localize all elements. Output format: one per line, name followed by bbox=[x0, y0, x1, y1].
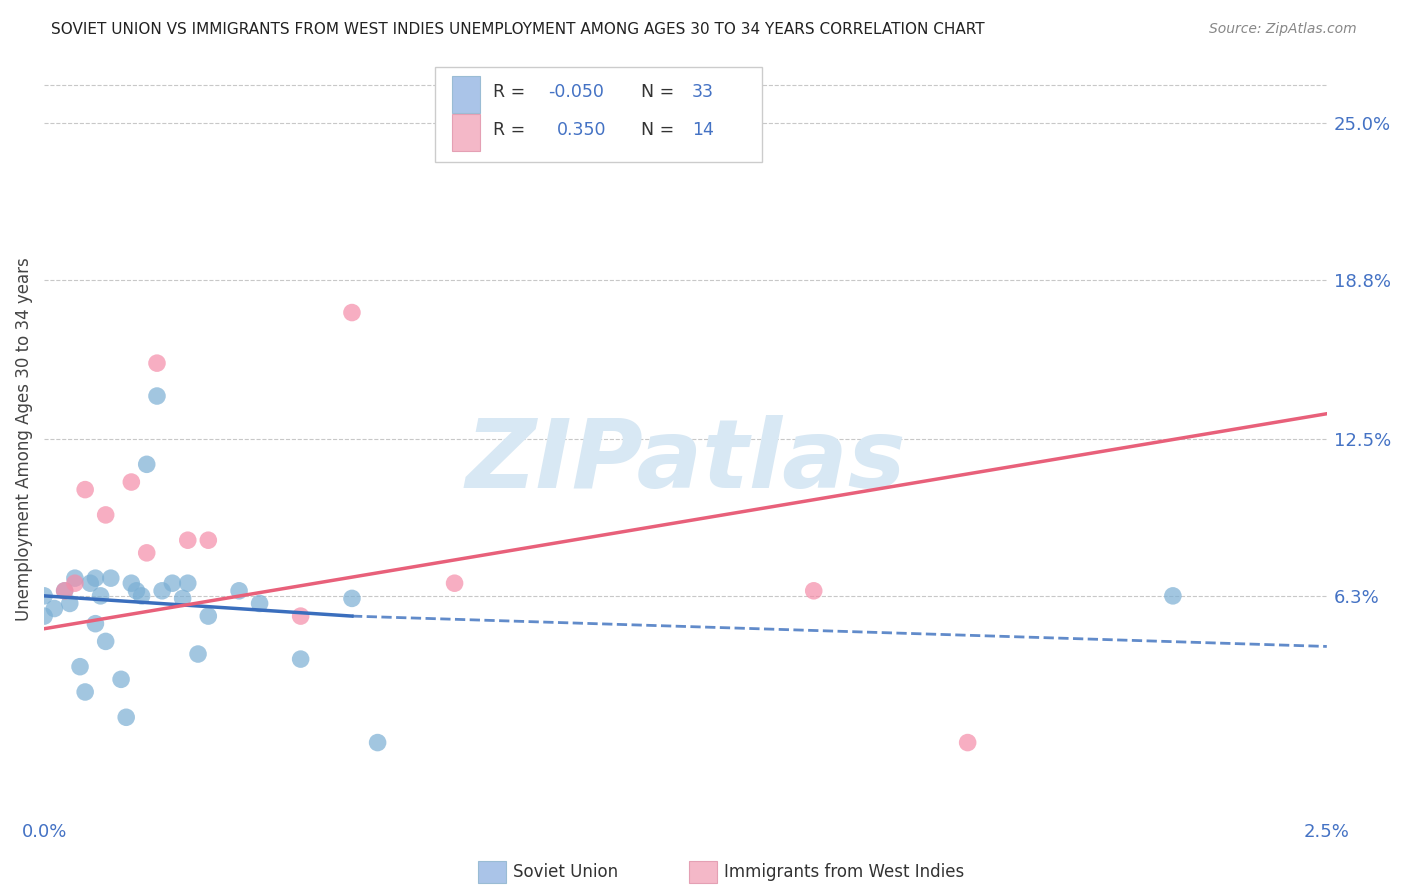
Point bbox=[803, 583, 825, 598]
Point bbox=[63, 576, 86, 591]
Text: N =: N = bbox=[641, 121, 673, 139]
Bar bbox=[451, 114, 481, 151]
Point bbox=[367, 735, 389, 749]
Point bbox=[340, 591, 363, 606]
Point bbox=[187, 647, 209, 661]
Point bbox=[120, 475, 142, 489]
Point bbox=[53, 583, 76, 598]
Point bbox=[84, 571, 107, 585]
Text: R =: R = bbox=[494, 83, 526, 101]
Text: 14: 14 bbox=[692, 121, 714, 139]
Point bbox=[131, 589, 153, 603]
Point bbox=[443, 576, 465, 591]
Point bbox=[146, 356, 169, 370]
Point bbox=[125, 583, 148, 598]
Point bbox=[90, 589, 112, 603]
Point bbox=[135, 458, 157, 472]
Point bbox=[79, 576, 101, 591]
Point bbox=[135, 546, 157, 560]
Point bbox=[100, 571, 122, 585]
Point bbox=[32, 589, 55, 603]
Point bbox=[120, 576, 142, 591]
Point bbox=[115, 710, 138, 724]
Text: N =: N = bbox=[641, 83, 673, 101]
Point bbox=[53, 583, 76, 598]
Point bbox=[146, 389, 169, 403]
Point bbox=[150, 583, 173, 598]
Point bbox=[340, 305, 363, 319]
Point bbox=[197, 533, 219, 548]
Point bbox=[162, 576, 184, 591]
Point bbox=[63, 571, 86, 585]
Point bbox=[94, 508, 117, 522]
Text: -0.050: -0.050 bbox=[548, 83, 605, 101]
Point bbox=[32, 609, 55, 624]
Point bbox=[44, 601, 66, 615]
Text: Soviet Union: Soviet Union bbox=[513, 863, 619, 881]
Point bbox=[956, 735, 979, 749]
Point bbox=[84, 616, 107, 631]
Text: ZIPatlas: ZIPatlas bbox=[465, 416, 905, 508]
Text: Immigrants from West Indies: Immigrants from West Indies bbox=[724, 863, 965, 881]
Text: SOVIET UNION VS IMMIGRANTS FROM WEST INDIES UNEMPLOYMENT AMONG AGES 30 TO 34 YEA: SOVIET UNION VS IMMIGRANTS FROM WEST IND… bbox=[51, 22, 984, 37]
Point bbox=[75, 685, 97, 699]
Point bbox=[172, 591, 194, 606]
Point bbox=[290, 652, 312, 666]
Text: 33: 33 bbox=[692, 83, 714, 101]
Text: Source: ZipAtlas.com: Source: ZipAtlas.com bbox=[1209, 22, 1357, 37]
Point bbox=[177, 576, 200, 591]
Point bbox=[75, 483, 97, 497]
Point bbox=[197, 609, 219, 624]
Point bbox=[1161, 589, 1184, 603]
Point bbox=[249, 597, 271, 611]
Point bbox=[69, 659, 91, 673]
Text: 0.350: 0.350 bbox=[557, 121, 606, 139]
Point bbox=[177, 533, 200, 548]
Bar bbox=[451, 77, 481, 112]
Y-axis label: Unemployment Among Ages 30 to 34 years: Unemployment Among Ages 30 to 34 years bbox=[15, 257, 32, 621]
Point bbox=[94, 634, 117, 648]
FancyBboxPatch shape bbox=[436, 67, 762, 162]
Point bbox=[110, 673, 132, 687]
Point bbox=[228, 583, 250, 598]
Text: R =: R = bbox=[494, 121, 526, 139]
Point bbox=[290, 609, 312, 624]
Point bbox=[59, 597, 82, 611]
